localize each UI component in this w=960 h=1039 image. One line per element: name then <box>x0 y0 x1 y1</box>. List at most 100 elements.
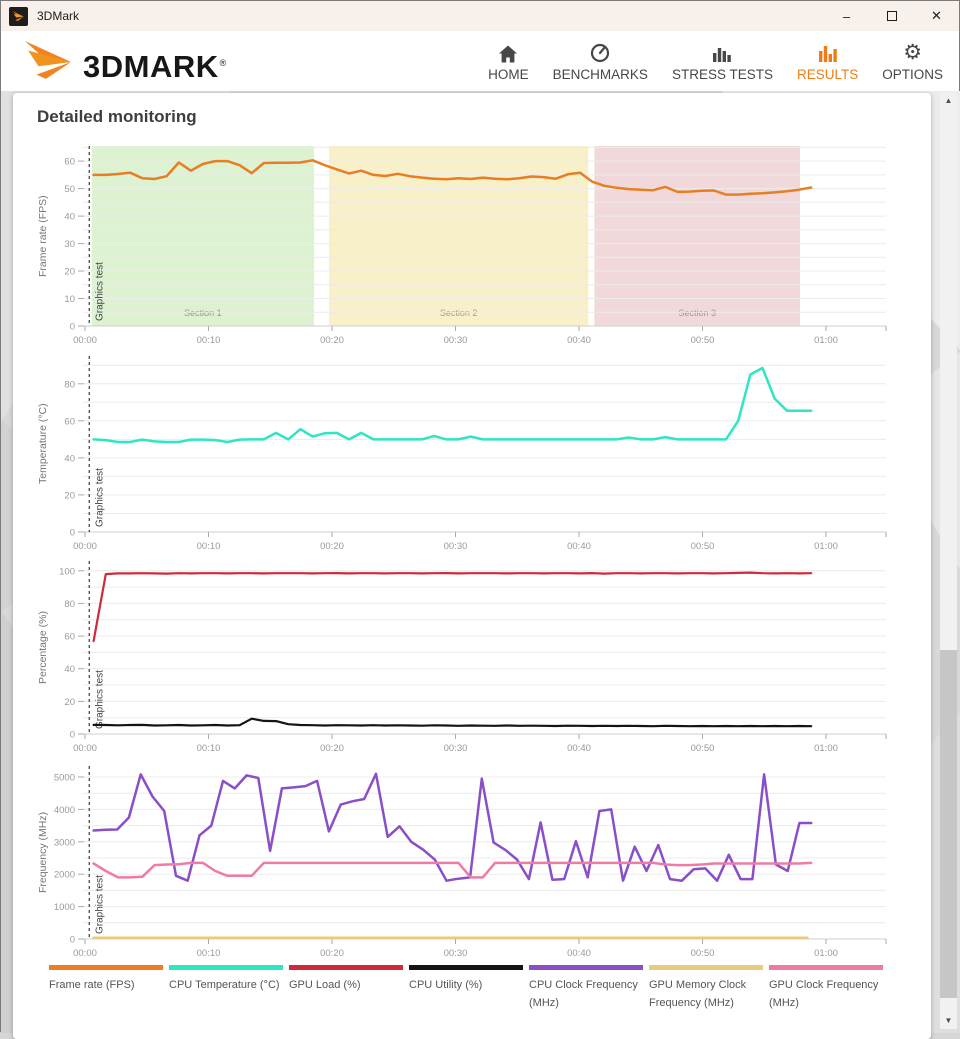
svg-text:00:20: 00:20 <box>320 743 344 754</box>
svg-text:00:10: 00:10 <box>197 541 221 552</box>
minimize-icon: – <box>842 8 851 24</box>
svg-text:00:00: 00:00 <box>73 335 97 346</box>
nav-label: BENCHMARKS <box>552 66 648 82</box>
legend-item: CPU Clock Frequency (MHz) <box>529 965 643 1012</box>
nav-item-options[interactable]: ⚙ OPTIONS <box>882 41 943 82</box>
svg-text:01:00: 01:00 <box>814 743 838 754</box>
svg-text:00:20: 00:20 <box>320 335 344 346</box>
svg-text:00:40: 00:40 <box>567 335 591 346</box>
maximize-button[interactable] <box>869 1 914 31</box>
scrollbar-thumb[interactable] <box>940 650 957 998</box>
minimize-button[interactable]: – <box>824 1 869 31</box>
svg-text:00:30: 00:30 <box>444 335 468 346</box>
app-logo-icon <box>9 6 28 26</box>
svg-text:01:00: 01:00 <box>814 541 838 552</box>
svg-text:00:30: 00:30 <box>444 948 468 959</box>
nav-item-stress-tests[interactable]: STRESS TESTS <box>672 41 773 82</box>
window-title: 3DMark <box>37 9 80 23</box>
legend-label: GPU Load (%) <box>289 979 361 991</box>
y-axis-title: Frequency (MHz) <box>37 811 49 894</box>
3dmark-logo: 3DMARK ® <box>19 40 227 84</box>
svg-text:Graphics test: Graphics test <box>94 262 105 321</box>
svg-text:00:00: 00:00 <box>73 948 97 959</box>
3dmark-mark-icon <box>12 10 24 21</box>
svg-text:01:00: 01:00 <box>814 335 838 346</box>
svg-text:00:40: 00:40 <box>567 743 591 754</box>
percentage-plot: 0 20 40 60 80 100 00:00 00:10 00:20 00:30 00:40 00:… <box>59 561 887 754</box>
svg-text:0: 0 <box>70 528 75 539</box>
app-header: 3DMARK ® HOME BENCHMARKS STRESS TESTS <box>1 31 959 91</box>
3dmark-wing-icon <box>24 41 72 79</box>
temperature-plot: 0 20 40 60 80 00:00 00:10 00:20 00:30 00:40 00:50 0… <box>64 356 887 552</box>
legend-label: CPU Clock Frequency (MHz) <box>529 979 638 1009</box>
svg-text:60: 60 <box>64 157 75 168</box>
svg-text:00:00: 00:00 <box>73 743 97 754</box>
svg-text:00:20: 00:20 <box>320 948 344 959</box>
y-axis-title: Temperature (°C) <box>37 403 49 485</box>
svg-text:0: 0 <box>70 935 75 946</box>
svg-text:00:00: 00:00 <box>73 541 97 552</box>
maximize-icon <box>886 11 897 21</box>
nav-item-benchmarks[interactable]: BENCHMARKS <box>553 41 648 82</box>
svg-text:50: 50 <box>64 184 75 195</box>
svg-text:2000: 2000 <box>54 870 75 881</box>
window-controls: – ✕ <box>824 1 959 31</box>
temperature-chart: Temperature (°C) 0 20 40 60 80 00:00 00:10 00:2… <box>13 356 931 558</box>
legend-label: GPU Memory Clock Frequency (MHz) <box>649 979 747 1009</box>
legend-color-bar <box>289 965 403 970</box>
content-area: Detailed monitoring Frame rate (FPS) Sec… <box>1 91 960 1039</box>
frequency-chart: Frequency (MHz) 0 1000 2000 3000 4000 5000 00:… <box>13 766 931 965</box>
y-axis-title: Frame rate (FPS) <box>37 195 49 277</box>
nav-item-results[interactable]: RESULTS <box>797 41 858 82</box>
legend-item: GPU Load (%) <box>289 965 403 1012</box>
svg-text:00:30: 00:30 <box>444 743 468 754</box>
legend-item: CPU Temperature (°C) <box>169 965 283 1012</box>
logo-text: 3DMARK <box>83 49 219 84</box>
legend-label: GPU Clock Frequency (MHz) <box>769 979 879 1009</box>
svg-text:1000: 1000 <box>54 902 75 913</box>
bar-chart-icon <box>818 41 838 63</box>
gauge-icon <box>590 41 610 63</box>
nav-label: STRESS TESTS <box>671 66 773 82</box>
svg-text:20: 20 <box>64 490 75 501</box>
svg-text:00:50: 00:50 <box>691 335 715 346</box>
svg-text:Graphics test: Graphics test <box>94 670 105 729</box>
svg-text:01:00: 01:00 <box>814 948 838 959</box>
close-icon: ✕ <box>931 8 942 23</box>
svg-text:60: 60 <box>64 632 75 643</box>
scroll-up-arrow-icon[interactable]: ▲ <box>944 96 953 105</box>
legend-color-bar <box>169 965 283 970</box>
nav-label: HOME <box>488 66 529 82</box>
svg-text:40: 40 <box>64 212 75 223</box>
chart-legend: Frame rate (FPS) CPU Temperature (°C) GP… <box>49 965 883 1012</box>
scroll-down-arrow-icon[interactable]: ▼ <box>944 1016 953 1025</box>
svg-text:80: 80 <box>64 379 75 390</box>
close-button[interactable]: ✕ <box>914 1 959 31</box>
svg-text:00:50: 00:50 <box>691 948 715 959</box>
svg-text:00:10: 00:10 <box>197 948 221 959</box>
legend-color-bar <box>769 965 883 970</box>
gear-icon: ⚙ <box>903 40 923 64</box>
svg-text:00:20: 00:20 <box>320 541 344 552</box>
home-icon <box>498 41 518 63</box>
svg-text:Section 2: Section 2 <box>440 308 478 318</box>
logo-registered-mark: ® <box>219 58 227 68</box>
svg-text:Graphics test: Graphics test <box>94 468 105 527</box>
main-nav: HOME BENCHMARKS STRESS TESTS RESULTS <box>488 41 943 82</box>
svg-text:4000: 4000 <box>54 805 75 816</box>
legend-label: CPU Temperature (°C) <box>169 979 280 991</box>
svg-text:0: 0 <box>70 730 75 741</box>
svg-text:20: 20 <box>64 267 75 278</box>
y-axis-title: Percentage (%) <box>37 611 49 684</box>
nav-item-home[interactable]: HOME <box>488 41 529 82</box>
legend-item: GPU Memory Clock Frequency (MHz) <box>649 965 763 1012</box>
legend-item: GPU Clock Frequency (MHz) <box>769 965 883 1012</box>
legend-color-bar <box>649 965 763 970</box>
svg-text:00:10: 00:10 <box>197 335 221 346</box>
svg-text:Graphics test: Graphics test <box>94 875 105 934</box>
nav-label: OPTIONS <box>882 66 943 82</box>
svg-text:40: 40 <box>64 664 75 675</box>
svg-text:Section 3: Section 3 <box>679 308 717 318</box>
svg-text:00:10: 00:10 <box>197 743 221 754</box>
